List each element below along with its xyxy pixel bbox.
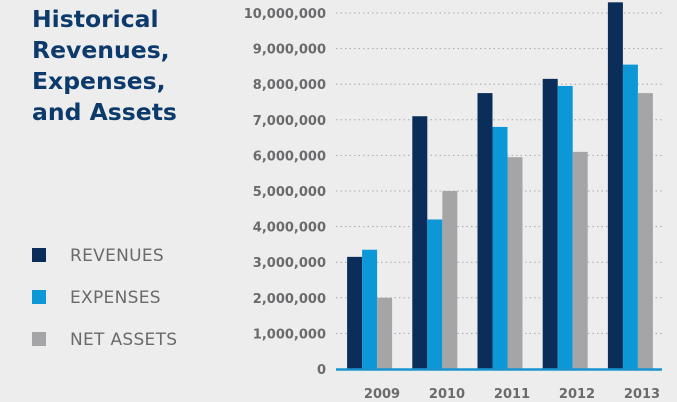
x-tick-label: 2010 xyxy=(429,387,465,402)
y-tick-label: 1,000,000 xyxy=(253,327,326,342)
y-tick-label: 9,000,000 xyxy=(253,43,326,58)
chart-title-line-2: Revenues, xyxy=(32,36,170,64)
chart-title-line-1: Historical xyxy=(32,5,159,33)
y-tick-label: 4,000,000 xyxy=(253,221,326,236)
y-tick-label: 10,000,000 xyxy=(244,7,326,22)
bar xyxy=(637,93,653,369)
y-tick-label: 8,000,000 xyxy=(253,78,326,93)
bar xyxy=(412,116,428,370)
bar xyxy=(377,297,393,369)
x-axis-tick-labels: 2009 2010 2011 2012 2013 xyxy=(364,387,660,402)
y-tick-label: 0 xyxy=(317,363,326,378)
y-tick-label: 5,000,000 xyxy=(253,185,326,200)
y-tick-label: 6,000,000 xyxy=(253,149,326,164)
chart-title-line-4: and Assets xyxy=(32,98,177,126)
bar xyxy=(572,151,588,369)
x-tick-label: 2009 xyxy=(364,387,400,402)
legend-swatch-revenues xyxy=(32,248,46,262)
chart-title: Historical Revenues, Expenses, and Asset… xyxy=(32,4,232,128)
x-tick-label: 2011 xyxy=(494,387,530,402)
x-tick-label: 2012 xyxy=(559,387,595,402)
legend-label-expenses: EXPENSES xyxy=(70,288,161,308)
chart-title-line-3: Expenses, xyxy=(32,67,166,95)
bar xyxy=(492,126,508,369)
legend-label-revenues: REVENUES xyxy=(70,246,165,266)
y-tick-label: 2,000,000 xyxy=(253,292,326,307)
bar xyxy=(427,219,443,369)
y-axis-tick-labels: 0 1,000,000 2,000,000 3,000,000 4,000,000 5,0… xyxy=(244,7,326,378)
bar xyxy=(442,191,458,369)
bar xyxy=(622,64,638,370)
bar xyxy=(507,157,523,369)
bar xyxy=(542,78,558,370)
bar xyxy=(347,256,363,369)
bar xyxy=(607,2,623,369)
y-tick-label: 3,000,000 xyxy=(253,256,326,271)
y-tick-label: 7,000,000 xyxy=(253,114,326,129)
legend-swatch-net-assets xyxy=(32,332,46,346)
bars xyxy=(347,2,653,370)
bar xyxy=(362,249,378,369)
bar xyxy=(477,93,493,369)
x-tick-label: 2013 xyxy=(624,387,660,402)
legend-swatch-expenses xyxy=(32,290,46,304)
bar xyxy=(557,85,573,369)
legend-label-net-assets: NET ASSETS xyxy=(70,330,178,350)
